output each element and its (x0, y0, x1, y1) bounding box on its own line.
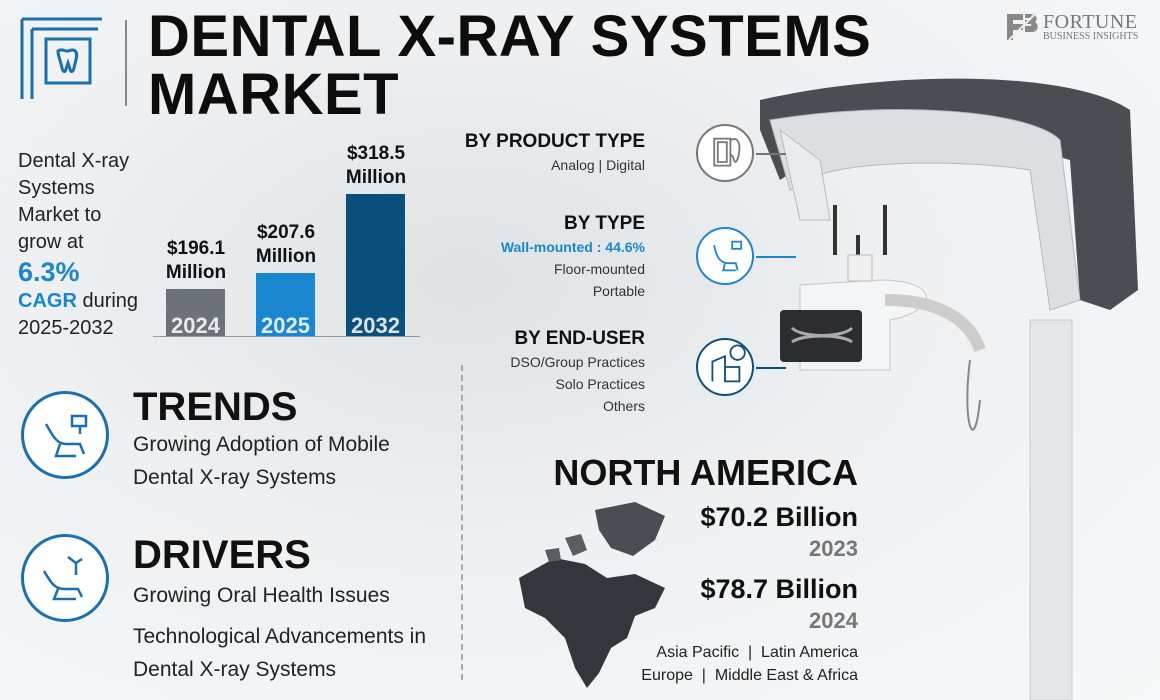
region-year-2024: 2024 (809, 608, 858, 633)
region-year-2023: 2023 (809, 536, 858, 561)
driver-item: Technological Advancements in Dental X-r… (133, 625, 427, 681)
growth-summary: Dental X-ray Systems Market to grow at 6… (18, 150, 139, 339)
header-divider (125, 20, 127, 106)
segment-item: DSO/Group Practices (510, 354, 645, 370)
connector-line (756, 367, 786, 369)
driver-item: Growing Oral Health Issues (133, 584, 390, 607)
page-title: DENTAL X-RAY SYSTEMS MARKET (148, 4, 872, 127)
segment-item: Others (602, 398, 645, 414)
logo: FORTUNE BUSINESS INSIGHTS (1005, 12, 1138, 42)
segment-title: BY PRODUCT TYPE (464, 131, 645, 152)
bar-category-label: 2024 (171, 312, 220, 338)
bar-category-label: 2032 (351, 313, 400, 338)
clinic-building-icon (696, 338, 754, 396)
dental-chair-icon (696, 227, 754, 285)
other-regions: Asia Pacific | Latin America (656, 644, 858, 661)
region-value-2024: $78.7 Billion (700, 574, 858, 604)
chart-baseline (153, 336, 420, 337)
north-america-map (519, 502, 665, 688)
drivers-icon (21, 534, 109, 622)
dental-xray-film-icon (696, 124, 754, 182)
trends-text: Growing Adoption of Mobile Dental X-ray … (133, 433, 390, 489)
bar-value-label: $207.6 Million (255, 222, 317, 268)
region-name: NORTH AMERICA (553, 452, 858, 493)
segment-highlight: Wall-mounted : 44.6% (500, 239, 645, 255)
bar-2024: 2024 (166, 288, 225, 338)
bar-value-label: $318.5 Million (345, 143, 407, 188)
segment-title: BY TYPE (564, 213, 645, 234)
segment-item: Portable (592, 283, 645, 299)
segment-title: BY END-USER (514, 328, 645, 349)
other-regions: Europe | Middle East & Africa (641, 667, 858, 684)
xray-machine-icon (18, 15, 106, 103)
bar-2025: 2025 (256, 273, 315, 338)
section-divider (461, 365, 463, 680)
segment-item: Floor-mounted (553, 261, 645, 277)
segment-by-type: BY TYPE Wall-mounted : 44.6% Floor-mounted… (501, 212, 645, 302)
connector-line (756, 153, 786, 155)
dental-xray-device-image (760, 78, 1138, 700)
trends-icon (21, 391, 109, 479)
connector-line (756, 256, 796, 258)
segment-item: Analog | Digital (551, 157, 645, 173)
region-value-2023: $70.2 Billion (700, 502, 858, 532)
bar-value-label: $196.1 Million (165, 237, 227, 283)
segment-by-end-user: BY END-USER DSO/Group Practices Solo Pract… (510, 327, 645, 417)
bar-2032: 2032 (346, 194, 405, 338)
segment-item: Solo Practices (555, 376, 645, 392)
trends-title: TRENDS (133, 385, 298, 429)
drivers-title: DRIVERS (133, 533, 311, 577)
segment-by-product-type: BY PRODUCT TYPE Analog | Digital (465, 130, 645, 176)
bar-category-label: 2025 (261, 312, 310, 338)
